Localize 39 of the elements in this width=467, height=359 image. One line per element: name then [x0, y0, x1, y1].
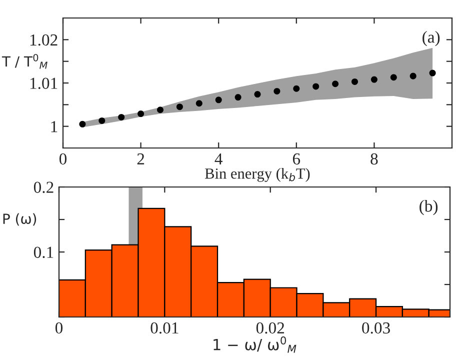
- point: [370, 76, 378, 83]
- point: [98, 117, 106, 124]
- point: [138, 110, 144, 118]
- annotation: (b): [420, 200, 438, 216]
- x-axis-title: 1 − ω/ ω$^{0}$$_{M}$: [214, 336, 296, 353]
- point: [332, 80, 339, 88]
- y-tick-label: 1.01: [30, 78, 58, 90]
- y-tick-label: 0.2: [34, 182, 54, 194]
- point: [254, 91, 261, 98]
- y-tick-label: 1: [51, 121, 58, 132]
- point: [234, 94, 242, 101]
- x-tick-label: 0.03: [362, 322, 390, 334]
- x-tick-label: 0: [55, 322, 63, 334]
- x-tick-label: 4: [214, 153, 223, 164]
- annotation: (a): [422, 31, 440, 46]
- point: [274, 88, 280, 94]
- point: [79, 120, 86, 128]
- point: [293, 85, 300, 92]
- x-tick-label: 0.01: [150, 322, 178, 334]
- point: [118, 114, 125, 120]
- y-tick-label: 0.1: [34, 246, 54, 258]
- y-axis-title: P (ω): [3, 213, 36, 226]
- point: [429, 70, 436, 76]
- x-tick-label: 8: [370, 153, 378, 165]
- point: [196, 100, 202, 107]
- point: [390, 74, 397, 81]
- x-tick-label: 2: [137, 153, 144, 164]
- point: [351, 78, 358, 85]
- point: [215, 96, 222, 104]
- y-axis-title: T / T$^{0}$$_{M}$: [2, 54, 48, 69]
- x-axis-title: Bin energy (k$_{b}$T): [205, 168, 310, 182]
- point: [156, 106, 164, 114]
- point: [410, 72, 416, 80]
- point: [312, 83, 320, 90]
- y-tick-label: 1.02: [30, 34, 58, 46]
- point: [176, 104, 183, 110]
- x-tick-label: 0: [59, 153, 67, 165]
- x-tick-label: 0.02: [256, 322, 284, 334]
- x-tick-label: 6: [292, 153, 300, 165]
